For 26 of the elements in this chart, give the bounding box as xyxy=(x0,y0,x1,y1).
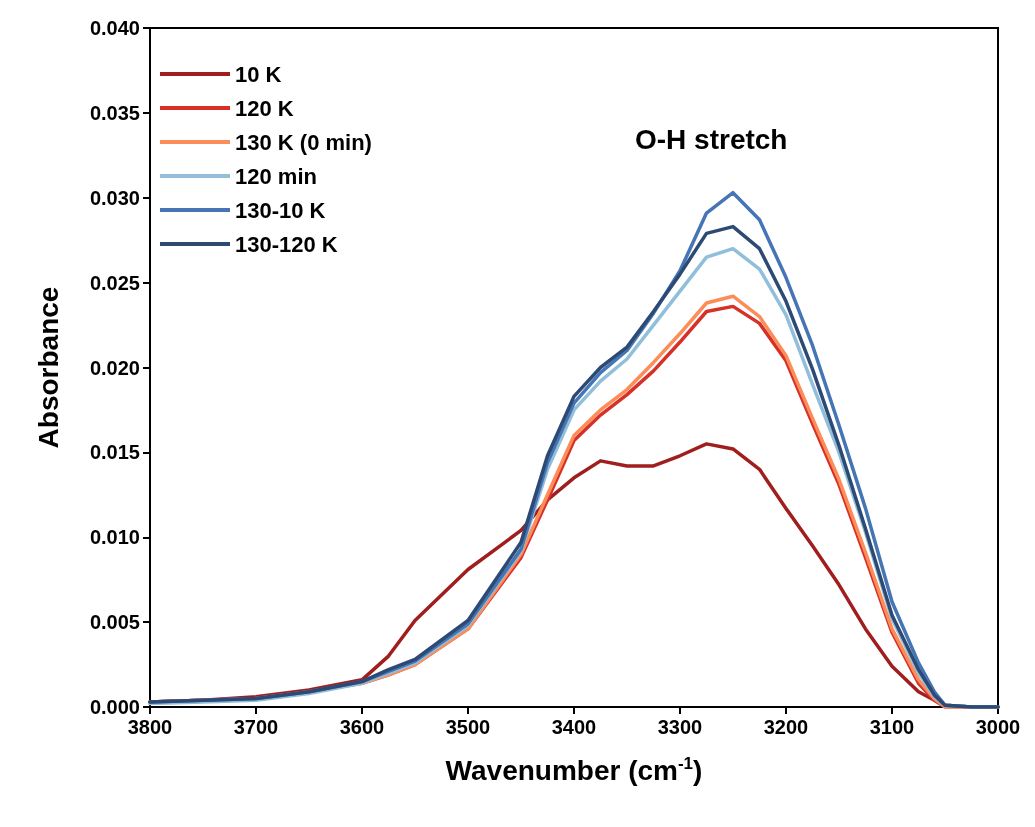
x-tick-label: 3000 xyxy=(975,716,1021,738)
y-tick-label: 0.000 xyxy=(89,696,140,718)
x-tick-label: 3300 xyxy=(657,716,703,738)
x-tick-label: 3600 xyxy=(339,716,385,738)
y-tick-label: 0.025 xyxy=(89,271,140,294)
y-tick-label: 0.020 xyxy=(89,356,140,379)
y-tick-label: 0.010 xyxy=(89,526,140,549)
annotation: O-H stretch xyxy=(635,123,788,155)
y-tick-label: 0.040 xyxy=(89,17,140,39)
y-tick-label: 0.035 xyxy=(89,101,140,124)
legend-label: 130-120 K xyxy=(235,231,338,257)
y-tick-label: 0.030 xyxy=(89,186,140,209)
legend-label: 130-10 K xyxy=(235,197,326,223)
x-tick-label: 3500 xyxy=(445,716,491,738)
x-tick-label: 3800 xyxy=(127,716,173,738)
y-tick-label: 0.005 xyxy=(89,611,140,634)
legend-label: 120 min xyxy=(235,163,317,189)
legend-label: 10 K xyxy=(235,61,282,87)
legend-label: 120 K xyxy=(235,95,294,121)
x-tick-label: 3400 xyxy=(551,716,597,738)
legend-label: 130 K (0 min) xyxy=(235,129,372,155)
y-axis-title: Absorbance xyxy=(32,286,64,449)
x-tick-label: 3100 xyxy=(869,716,915,738)
y-tick-label: 0.015 xyxy=(89,441,140,464)
x-tick-label: 3700 xyxy=(233,716,279,738)
x-tick-label: 3200 xyxy=(763,716,809,738)
